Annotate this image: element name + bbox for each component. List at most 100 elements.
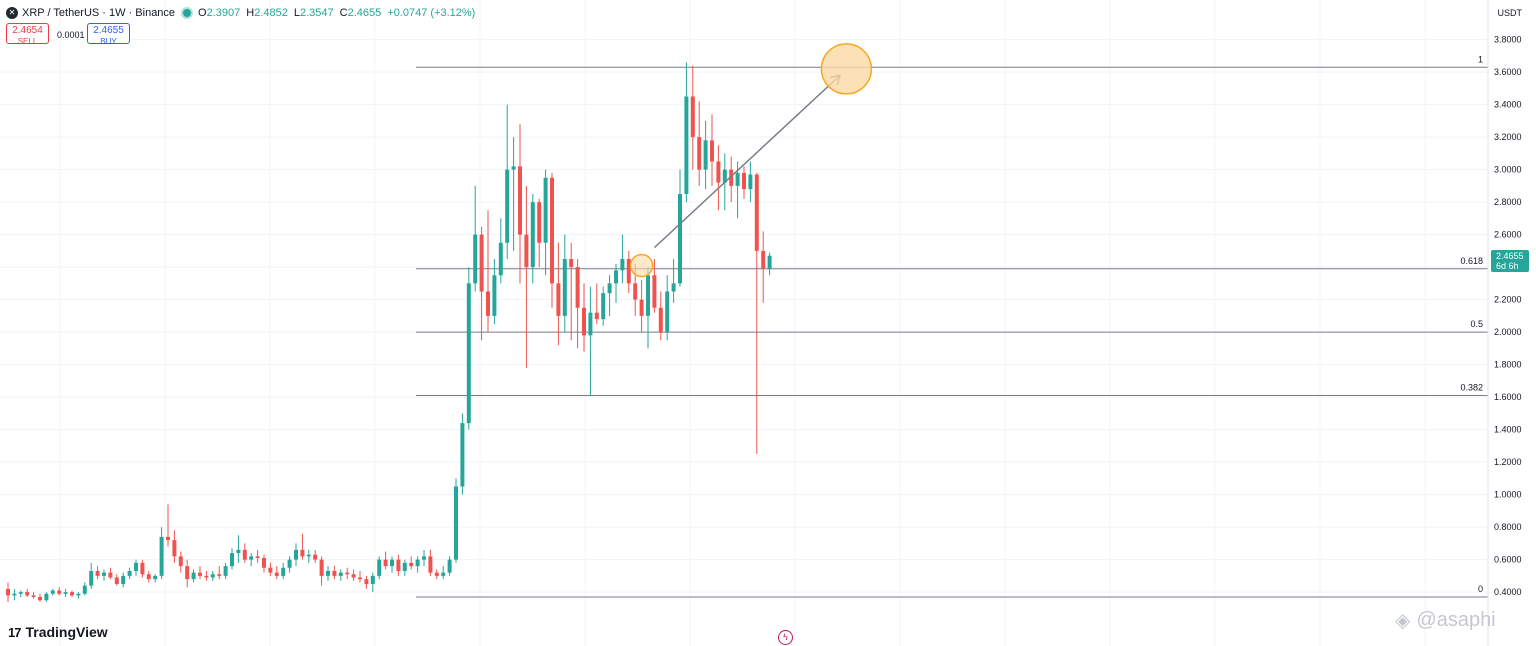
close-key: C	[339, 7, 348, 19]
sell-button[interactable]: 2.4654 SELL	[6, 23, 49, 46]
candle-body	[108, 572, 113, 578]
candle-body	[377, 559, 382, 576]
candle-body	[57, 590, 62, 594]
watermark-text: @asaphi	[1416, 609, 1496, 631]
candle-body	[102, 572, 106, 576]
candle-body	[735, 172, 740, 186]
candle-body	[678, 194, 682, 284]
candle-body	[294, 549, 298, 560]
candle-body	[287, 559, 292, 568]
tradingview-logo[interactable]: 17 TradingView	[8, 624, 108, 640]
tradingview-wordmark: TradingView	[25, 624, 108, 640]
price-tick-label: 2.8000	[1494, 197, 1522, 207]
candle-body	[710, 140, 714, 162]
candle-body	[697, 137, 702, 170]
candle-body	[498, 242, 503, 276]
candle-body	[479, 234, 484, 292]
price-tick-label: 2.0000	[1494, 327, 1522, 337]
candle-body	[492, 275, 497, 316]
candle-body	[18, 592, 23, 594]
candle-body	[633, 283, 638, 300]
candle-body	[428, 556, 433, 573]
candle-body	[217, 574, 222, 576]
candle-body	[447, 559, 452, 573]
candle-body	[313, 554, 318, 560]
legend-header: ✕ XRP / TetherUS · 1W · Binance O 2.3907…	[6, 5, 475, 21]
buy-button[interactable]: 2.4655 BUY	[87, 23, 130, 46]
current-price-circle	[629, 253, 654, 278]
candle-body	[255, 556, 260, 558]
candle-body	[505, 169, 510, 243]
candle-body	[575, 267, 580, 308]
candle-body	[409, 562, 414, 567]
candle-body	[767, 255, 772, 269]
candle-body	[473, 234, 478, 284]
candle-body	[390, 559, 394, 567]
candle-body	[223, 566, 228, 576]
currency-selector[interactable]: USDT	[1498, 8, 1523, 18]
candle-body	[364, 579, 369, 584]
candle-body	[178, 556, 183, 567]
candle-body	[12, 593, 17, 596]
candle-body	[562, 259, 567, 316]
candle-body	[556, 283, 561, 316]
candle-body	[204, 575, 209, 578]
high-value: 2.4852	[254, 7, 288, 19]
candle-body	[319, 559, 324, 576]
candle-body	[569, 259, 574, 268]
candle-body	[550, 177, 554, 284]
candle-body	[358, 577, 362, 580]
price-tick-label: 2.6000	[1494, 230, 1522, 240]
candle-body	[537, 202, 542, 243]
price-tick-label: 0.4000	[1494, 587, 1522, 597]
candle-body	[121, 575, 126, 584]
open-value: 2.3907	[206, 7, 241, 19]
symbol-title[interactable]: XRP / TetherUS · 1W · Binance	[22, 7, 176, 19]
buy-price: 2.4655	[93, 25, 124, 36]
candle-body	[415, 559, 420, 567]
candle-body	[511, 166, 516, 170]
fib-levels: 1 0.618 0.5 0.382 0	[416, 54, 1488, 598]
candle-body	[242, 549, 247, 560]
candle-body	[639, 299, 644, 316]
price-tick-label: 0.8000	[1494, 522, 1522, 532]
candle-body	[396, 559, 401, 571]
lightning-icon[interactable]: ϟ	[778, 630, 793, 645]
price-tick-label: 3.0000	[1494, 165, 1522, 175]
market-status-icon[interactable]	[183, 9, 192, 17]
open-key: O	[198, 7, 207, 19]
candle-body	[466, 283, 471, 424]
tradingview-mark-icon: 17	[8, 624, 22, 640]
grid	[0, 39, 1488, 593]
candle-body	[588, 312, 593, 336]
candle-body	[530, 202, 535, 268]
price-tick-label: 1.2000	[1494, 457, 1522, 467]
candle-body	[607, 283, 612, 294]
candle-body	[652, 275, 657, 308]
candle-body	[63, 592, 68, 594]
drawings	[629, 43, 873, 278]
candle-body	[594, 312, 599, 320]
candle-body	[703, 140, 708, 170]
price-tick-label: 1.4000	[1494, 425, 1522, 435]
candle-body	[281, 567, 286, 576]
candle-body	[671, 283, 676, 292]
buy-label: BUY	[100, 37, 117, 46]
candle-body	[351, 574, 356, 578]
price-tick-label: 3.2000	[1494, 132, 1522, 142]
candle-body	[543, 177, 548, 243]
candle-body	[249, 556, 254, 560]
watermark: ◈ @asaphi	[1395, 608, 1496, 633]
candle-body	[338, 572, 343, 576]
fib-level-label: 0	[1478, 584, 1483, 594]
candle-body	[300, 549, 305, 557]
high-key: H	[246, 7, 255, 19]
price-tick-label: 3.8000	[1494, 35, 1522, 45]
fib-level-label: 0.5	[1470, 319, 1483, 329]
candle-body	[44, 593, 49, 601]
close-value: 2.4655	[347, 7, 382, 19]
candle-body	[153, 575, 158, 580]
projection-arrow-line	[653, 74, 841, 249]
bar-countdown: 6d 6h	[1496, 261, 1519, 271]
